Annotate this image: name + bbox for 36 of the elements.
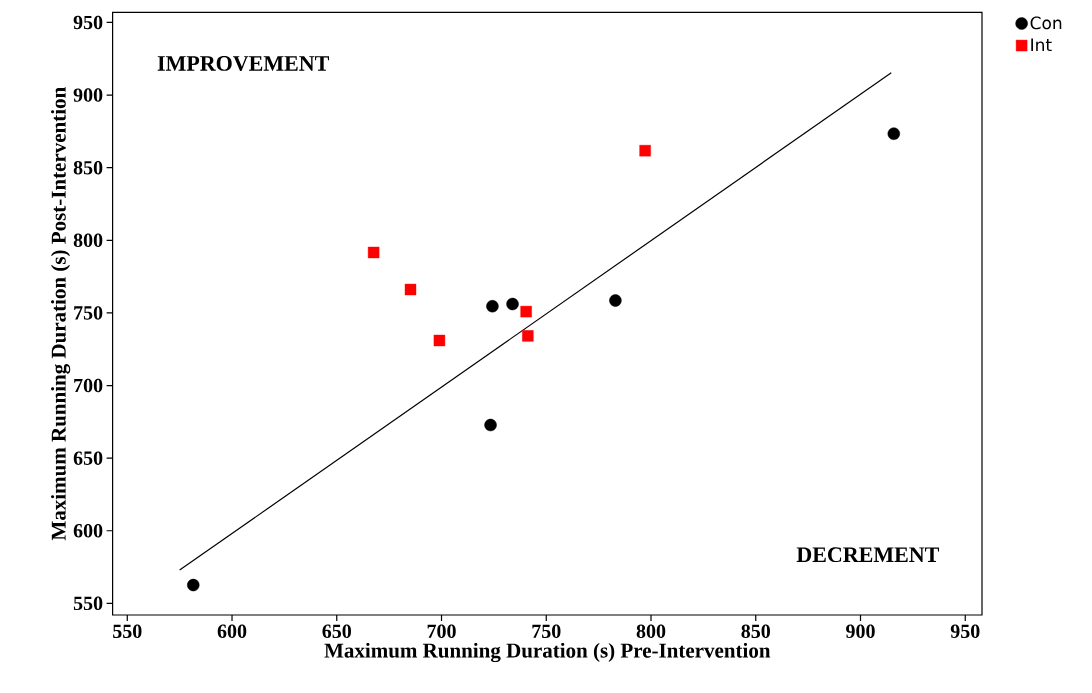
legend-label: Con <box>1030 16 1062 30</box>
point <box>639 145 651 157</box>
y-axis-title: Maximum Running Duration (s) Post-Intervention <box>51 87 71 541</box>
annotation: IMPROVEMENT <box>157 56 329 71</box>
y-tick-label: 600 <box>73 524 103 538</box>
x-tick-label: 550 <box>113 624 142 639</box>
annotation: DECREMENT <box>796 547 940 563</box>
x-tick-label: 950 <box>950 624 980 639</box>
point <box>522 330 534 342</box>
x-tick-label: 600 <box>217 624 247 639</box>
point <box>486 300 499 313</box>
y-tick-label: 650 <box>73 451 103 465</box>
y-tick-label: 800 <box>73 233 103 248</box>
x-tick-label: 900 <box>846 624 875 639</box>
y-tick-label: 900 <box>73 88 103 102</box>
x-tick-label: 650 <box>322 624 351 639</box>
x-tick-label: 800 <box>636 624 666 639</box>
x-axis-title: Maximum Running Duration (s) Pre-Intervention <box>324 642 771 663</box>
y-tick-label: 850 <box>73 160 103 175</box>
point <box>404 283 417 296</box>
point <box>520 305 532 318</box>
point <box>506 297 519 311</box>
point <box>887 127 901 140</box>
y-tick-label: 550 <box>73 596 103 611</box>
x-tick-label: 750 <box>532 624 561 639</box>
point <box>484 418 497 432</box>
point <box>367 246 380 259</box>
legend-label: Int <box>1031 38 1052 51</box>
y-tick-label: 950 <box>73 15 103 30</box>
y-tick-label: 700 <box>74 378 103 393</box>
point <box>433 334 446 347</box>
point <box>609 294 622 307</box>
point <box>187 578 200 592</box>
x-tick-label: 700 <box>427 624 456 639</box>
y-tick-label: 750 <box>74 306 103 320</box>
x-tick-label: 850 <box>741 624 770 639</box>
